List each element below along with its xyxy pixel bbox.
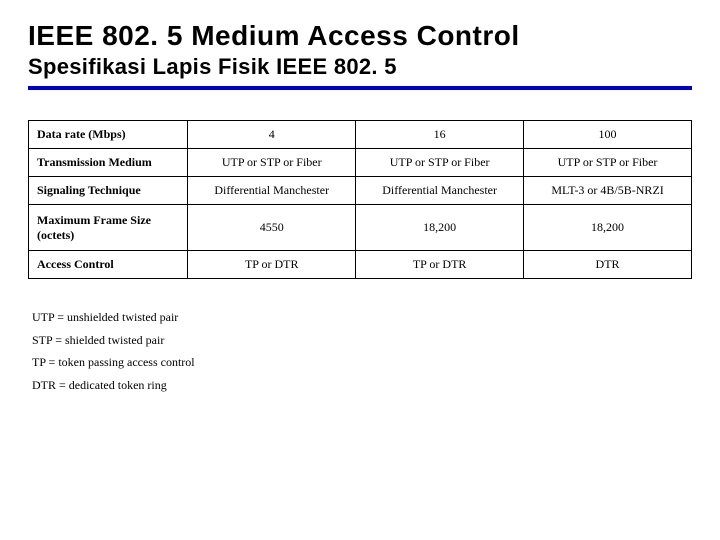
table-cell: Differential Manchester — [188, 177, 356, 205]
page-title: IEEE 802. 5 Medium Access Control — [28, 20, 692, 52]
legend: UTP = unshielded twisted pair STP = shie… — [28, 307, 692, 396]
table-cell: 100 — [524, 121, 692, 149]
row-label: Data rate (Mbps) — [29, 121, 188, 149]
table-cell: 16 — [356, 121, 524, 149]
table-cell: DTR — [524, 251, 692, 279]
table-cell: UTP or STP or Fiber — [524, 149, 692, 177]
legend-item: TP = token passing access control — [32, 352, 692, 374]
table-cell: TP or DTR — [188, 251, 356, 279]
table-cell: MLT-3 or 4B/5B-NRZI — [524, 177, 692, 205]
row-label: Maximum Frame Size (octets) — [29, 205, 188, 251]
legend-item: UTP = unshielded twisted pair — [32, 307, 692, 329]
table-row: Maximum Frame Size (octets) 4550 18,200 … — [29, 205, 692, 251]
table-cell: 18,200 — [356, 205, 524, 251]
table-cell: 18,200 — [524, 205, 692, 251]
horizontal-rule — [28, 86, 692, 90]
table-cell: UTP or STP or Fiber — [356, 149, 524, 177]
table-row: Data rate (Mbps) 4 16 100 — [29, 121, 692, 149]
table-cell: TP or DTR — [356, 251, 524, 279]
legend-item: STP = shielded twisted pair — [32, 330, 692, 352]
row-label: Signaling Technique — [29, 177, 188, 205]
table-cell: 4 — [188, 121, 356, 149]
table-row: Signaling Technique Differential Manches… — [29, 177, 692, 205]
table-cell: UTP or STP or Fiber — [188, 149, 356, 177]
page-subtitle: Spesifikasi Lapis Fisik IEEE 802. 5 — [28, 54, 692, 80]
table-cell: Differential Manchester — [356, 177, 524, 205]
table-row: Transmission Medium UTP or STP or Fiber … — [29, 149, 692, 177]
table-row: Access Control TP or DTR TP or DTR DTR — [29, 251, 692, 279]
row-label: Access Control — [29, 251, 188, 279]
table-cell: 4550 — [188, 205, 356, 251]
spec-table: Data rate (Mbps) 4 16 100 Transmission M… — [28, 120, 692, 279]
row-label: Transmission Medium — [29, 149, 188, 177]
legend-item: DTR = dedicated token ring — [32, 375, 692, 397]
